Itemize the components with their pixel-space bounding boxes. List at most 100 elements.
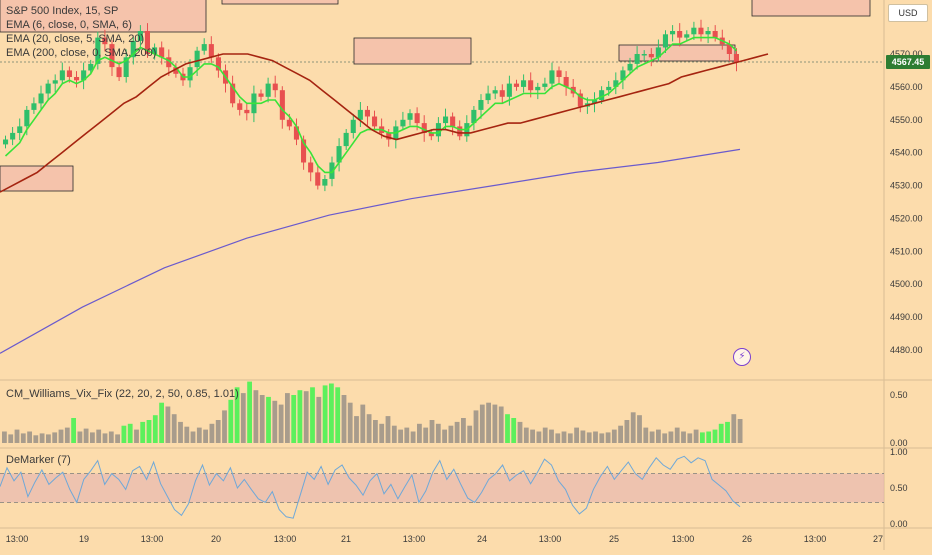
candle-body: [443, 116, 449, 124]
vix-bar: [423, 427, 429, 443]
time-tick-label: 19: [79, 534, 89, 544]
vix-bar: [146, 420, 152, 443]
candle-body: [684, 34, 690, 38]
vix-bar: [649, 431, 655, 443]
candle-body: [329, 162, 335, 179]
candle-body: [258, 93, 264, 97]
candle-body: [733, 54, 739, 63]
candle-body: [31, 103, 37, 110]
vix-bar: [391, 425, 397, 443]
candle-body: [705, 31, 711, 35]
vix-bar: [278, 404, 284, 443]
candle-body: [230, 83, 236, 104]
legend-ema6[interactable]: EMA (6, close, 0, SMA, 6): [6, 19, 132, 31]
demarker-line: [0, 455, 741, 519]
candle-body: [691, 27, 697, 35]
vix-bar: [134, 429, 139, 443]
vix-bar: [567, 433, 573, 443]
candle-body: [499, 90, 505, 97]
vix-bar: [291, 395, 297, 443]
vix-fix-legend[interactable]: CM_Williams_Vix_Fix (22, 20, 2, 50, 0.85…: [6, 388, 239, 400]
candle-body: [194, 50, 200, 68]
vix-bar: [662, 433, 668, 443]
time-tick-label: 13:00: [539, 534, 562, 544]
vix-bar: [473, 410, 479, 443]
vix-bar: [580, 430, 586, 443]
vix-bar: [479, 404, 485, 443]
zone-box: [618, 44, 736, 62]
candle-body: [485, 93, 491, 101]
vix-bar: [643, 427, 649, 443]
vix-bar: [322, 385, 328, 443]
candle-body: [386, 132, 392, 140]
vix-bar: [310, 387, 315, 443]
vix-bar: [379, 423, 385, 443]
candle-body: [130, 40, 136, 58]
demarker-tick-label: 1.00: [890, 447, 908, 457]
legend-ema20[interactable]: EMA (20, close, 5, SMA, 20): [6, 33, 145, 45]
demarker-legend[interactable]: DeMarker (7): [6, 454, 71, 466]
vix-bar: [681, 431, 686, 443]
vix-tick-label: 0.00: [890, 438, 908, 448]
vix-bar: [429, 420, 435, 443]
vix-bar: [687, 433, 693, 443]
vix-bar: [272, 400, 278, 443]
candle-body: [308, 162, 314, 173]
vix-bar: [674, 427, 680, 443]
lightning-alert-icon[interactable]: ⚡: [733, 348, 751, 366]
vix-bar: [360, 404, 366, 443]
candle-body: [712, 31, 718, 38]
candle-body: [166, 57, 172, 68]
ema20-line: [0, 53, 769, 193]
vix-bar: [102, 433, 108, 443]
legend-ema200[interactable]: EMA (200, close, 0, SMA, 200): [6, 47, 157, 59]
zone-layer: [0, 0, 871, 192]
vix-bar: [190, 431, 196, 443]
vix-bar: [498, 406, 504, 443]
vix-bar: [46, 434, 51, 443]
time-tick-label: 26: [742, 534, 752, 544]
time-tick-label: 13:00: [274, 534, 297, 544]
vix-bar: [8, 434, 14, 443]
vix-bar: [222, 410, 227, 443]
price-tick-label: 4520.00: [890, 213, 923, 223]
vix-bar: [599, 433, 605, 443]
vix-tick-label: 0.50: [890, 390, 908, 400]
price-tick-label: 4510.00: [890, 246, 923, 256]
price-tick-label: 4500.00: [890, 279, 923, 289]
vix-bar: [33, 435, 39, 443]
candle-body: [528, 80, 534, 91]
symbol-title[interactable]: S&P 500 Index, 15, SP: [6, 5, 119, 17]
vix-bar: [706, 431, 712, 443]
vix-bar: [448, 425, 454, 443]
currency-button[interactable]: USD: [888, 4, 928, 22]
vix-bar: [52, 432, 58, 443]
vix-bar: [555, 433, 561, 443]
vix-bar: [77, 431, 83, 443]
vix-bar: [586, 432, 592, 443]
time-tick-label: 24: [477, 534, 487, 544]
candle-body: [173, 67, 179, 74]
candle-body: [648, 54, 654, 58]
candle-body: [556, 70, 562, 77]
price-tick-label: 4550.00: [890, 115, 923, 125]
zone-box: [0, 0, 207, 33]
candle-body: [301, 139, 307, 163]
vix-bar: [366, 414, 372, 443]
vix-bar: [731, 414, 737, 443]
vix-bar: [184, 426, 190, 443]
vix-bar: [196, 427, 202, 443]
candle-body: [81, 70, 87, 81]
time-tick-label: 25: [609, 534, 619, 544]
vix-bar: [27, 431, 32, 443]
vix-bar: [240, 393, 246, 443]
candle-body: [17, 126, 23, 133]
candle-body: [286, 119, 292, 127]
candle-body: [450, 116, 456, 127]
candle-body: [670, 31, 676, 35]
vix-bar: [737, 419, 743, 443]
ema200-layer: [0, 148, 741, 354]
candle-body: [655, 47, 661, 58]
vix-bar: [605, 432, 611, 443]
